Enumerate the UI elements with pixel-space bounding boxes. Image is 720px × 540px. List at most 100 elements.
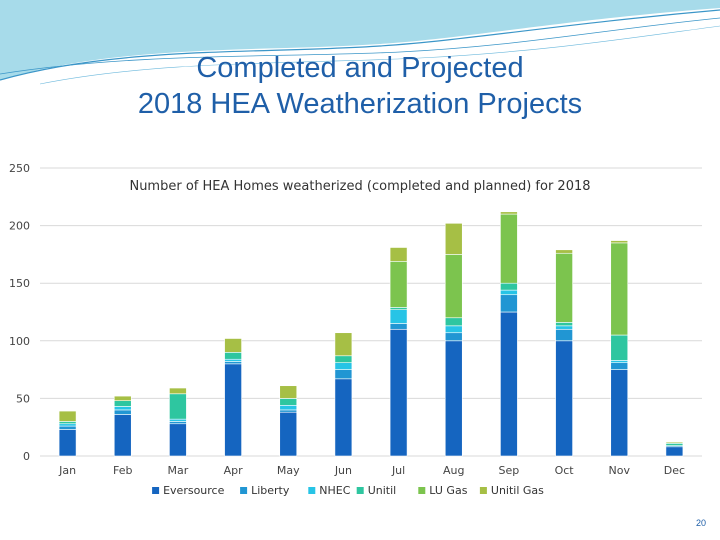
- bar-segment: [169, 393, 187, 420]
- x-tick-label: Nov: [609, 464, 631, 477]
- bar-segment: [444, 325, 463, 334]
- bar-segment: [555, 328, 573, 342]
- bar-segment: [279, 411, 298, 457]
- bar-segment: [555, 252, 573, 323]
- bar-segment: [500, 311, 518, 457]
- stacked-bar-chart: 0 50 100 150 200 250 Number of HEA Homes weat…: [9, 162, 702, 497]
- bar-segment: [224, 363, 242, 457]
- bar-segment: [665, 446, 684, 457]
- bar-segment: [279, 409, 298, 413]
- x-tick-label: Apr: [224, 464, 244, 477]
- bar-segment: [224, 338, 242, 353]
- legend-label: Eversource: [163, 484, 225, 497]
- bar-segment: [555, 322, 573, 327]
- legend-label: Unitil: [368, 484, 397, 497]
- chart-title: Number of HEA Homes weatherized (complet…: [129, 179, 590, 194]
- bar-segment: [500, 211, 518, 215]
- bar-segment: [113, 409, 132, 415]
- x-tick-label: Mar: [168, 464, 189, 477]
- bar-segment: [665, 443, 684, 446]
- header-wave-fill: [0, 0, 720, 80]
- bar-segment: [389, 261, 408, 308]
- y-tick-label: 250: [9, 162, 30, 175]
- bar-segment: [334, 355, 353, 363]
- legend-swatch: [308, 487, 316, 494]
- x-tick-label: Jan: [58, 464, 76, 477]
- bar-segment: [555, 249, 573, 254]
- x-tick-label: Feb: [113, 464, 132, 477]
- y-tick-label: 100: [9, 335, 30, 348]
- legend-swatch: [152, 487, 160, 494]
- bar-segment: [500, 289, 518, 296]
- gridlines: [40, 167, 702, 457]
- bar-segment: [113, 395, 132, 402]
- bar-segment: [500, 213, 518, 284]
- y-tick-label: 200: [9, 220, 30, 233]
- y-axis-ticks: 0 50 100 150 200 250: [9, 162, 30, 463]
- bar-segment: [113, 406, 132, 411]
- bars: [58, 211, 684, 457]
- bar-segment: [334, 369, 353, 380]
- bar-segment: [555, 325, 573, 330]
- x-tick-label: Jul: [391, 464, 405, 477]
- bar-segment: [113, 414, 132, 457]
- bar-segment: [279, 398, 298, 406]
- bar-segment: [279, 385, 298, 399]
- bar-segment: [224, 361, 242, 365]
- bar-segment: [224, 352, 242, 360]
- y-tick-label: 0: [23, 450, 30, 463]
- bar-segment: [58, 429, 77, 457]
- x-tick-label: Dec: [664, 464, 685, 477]
- bar-segment: [169, 423, 187, 457]
- bar-segment: [389, 309, 408, 324]
- legend: Eversource Liberty NHEC Unitil LU Gas Unitil …: [152, 484, 544, 497]
- header-wave-line: [0, 9, 720, 81]
- header-wave-decoration: [0, 0, 720, 85]
- bar-segment: [279, 405, 298, 411]
- bar-segment: [58, 410, 77, 422]
- legend-label: NHEC: [319, 484, 350, 497]
- bar-segment: [610, 360, 629, 363]
- page-number: 20: [695, 518, 706, 528]
- legend-swatch: [418, 487, 426, 494]
- y-tick-label: 150: [9, 277, 30, 290]
- x-tick-label: Jun: [334, 464, 352, 477]
- header-wave-line: [0, 17, 720, 75]
- bar-segment: [665, 441, 684, 444]
- bar-segment: [610, 242, 629, 336]
- legend-swatch: [240, 487, 248, 494]
- legend-label: Unitil Gas: [491, 484, 544, 497]
- bar-segment: [444, 332, 463, 342]
- bar-segment: [389, 247, 408, 262]
- x-tick-label: Aug: [443, 464, 464, 477]
- bar-segment: [555, 340, 573, 457]
- bar-segment: [169, 421, 187, 425]
- bar-segment: [58, 425, 77, 430]
- bar-segment: [334, 378, 353, 457]
- bar-segment: [610, 369, 629, 457]
- x-tick-label: Sep: [499, 464, 520, 477]
- x-axis-ticks: Jan Feb Mar Apr May Jun Jul Aug Sep Oct Nov Dec: [58, 464, 685, 477]
- bar-segment: [444, 222, 463, 255]
- bar-segment: [610, 240, 629, 244]
- bar-segment: [389, 323, 408, 330]
- bar-segment: [444, 254, 463, 319]
- bar-segment: [610, 362, 629, 370]
- slide-title-line-1: Completed and Projected: [196, 52, 524, 84]
- bar-segment: [58, 423, 77, 427]
- bar-segment: [610, 334, 629, 361]
- legend-label: LU Gas: [429, 484, 467, 497]
- bar-segment: [444, 340, 463, 457]
- legend-swatch: [479, 487, 487, 494]
- legend-label: Liberty: [251, 484, 290, 497]
- bar-segment: [334, 332, 353, 357]
- legend-swatch: [356, 487, 364, 494]
- bar-segment: [389, 328, 408, 457]
- bar-segment: [224, 358, 242, 362]
- slide-title-line-2: 2018 HEA Weatherization Projects: [137, 88, 583, 120]
- bar-segment: [169, 387, 187, 395]
- bar-segment: [500, 282, 518, 291]
- bar-segment: [334, 362, 353, 370]
- y-tick-label: 50: [16, 392, 30, 405]
- x-tick-label: Oct: [555, 464, 575, 477]
